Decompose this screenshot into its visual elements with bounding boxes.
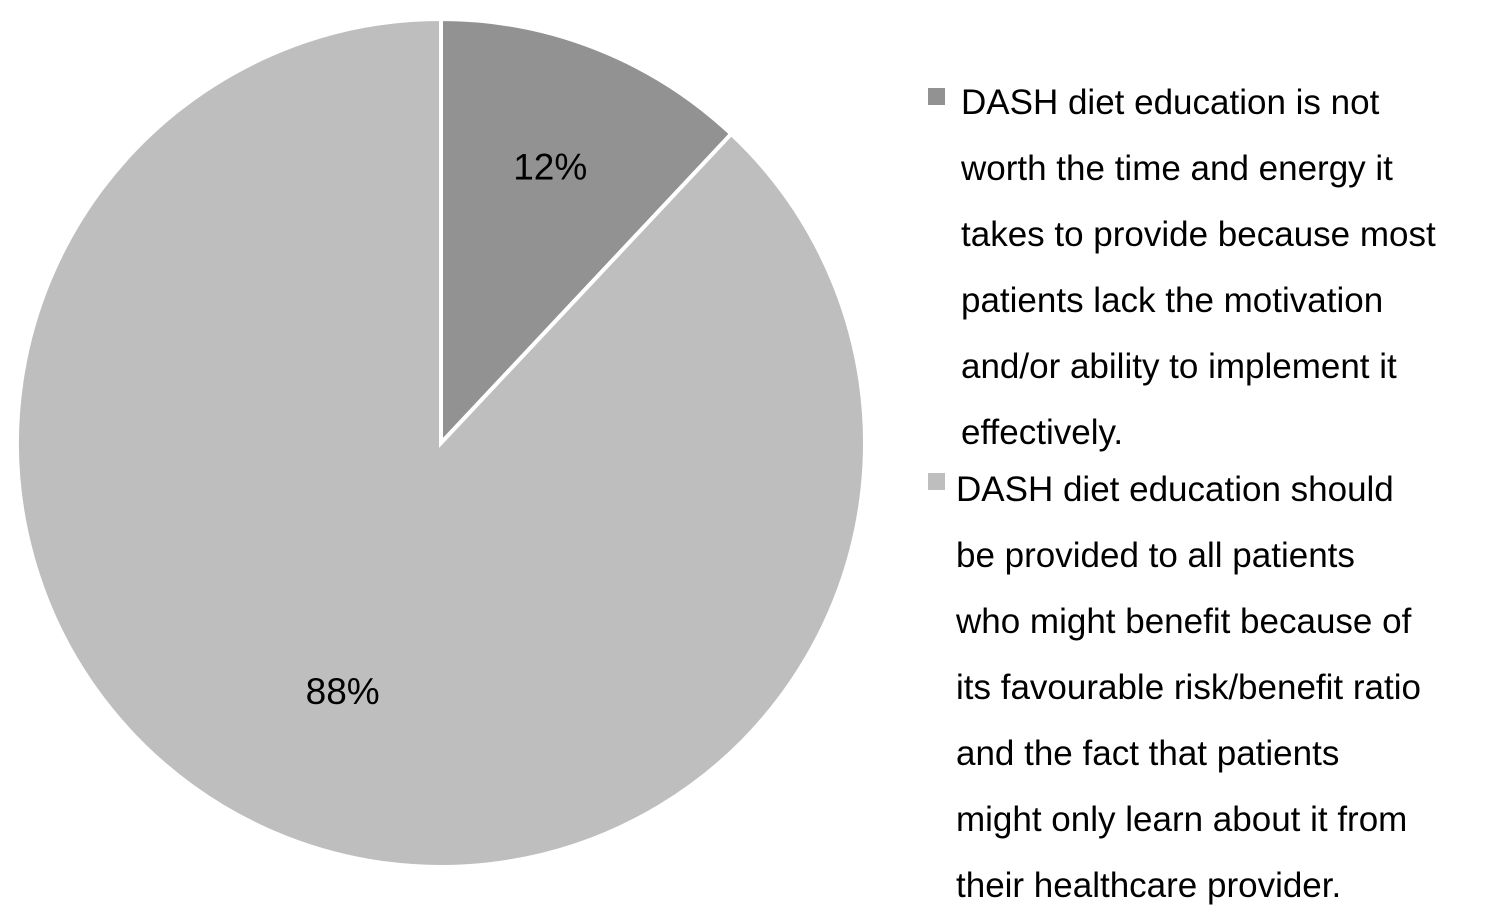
pie-slice-labels: 12% 88% bbox=[306, 147, 588, 712]
pie-slice-value-label-not-worth-time: 12% bbox=[513, 147, 587, 188]
pie-slice-not-worth-time bbox=[439, 16, 735, 449]
pie-slices bbox=[15, 16, 867, 869]
legend-swatch-not-worth-time bbox=[928, 88, 945, 105]
legend-label-not-worth-time: DASH diet education is not worth the tim… bbox=[961, 83, 1436, 452]
legend-swatch-provide-to-all bbox=[928, 473, 945, 490]
legend-label-provide-to-all: DASH diet education should be provided t… bbox=[956, 470, 1421, 905]
pie-slice-value-label-provide-to-all: 88% bbox=[306, 671, 380, 712]
pie-chart-plot: 12% 88% bbox=[15, 16, 867, 869]
pie-slice-provide-to-all bbox=[15, 16, 867, 869]
